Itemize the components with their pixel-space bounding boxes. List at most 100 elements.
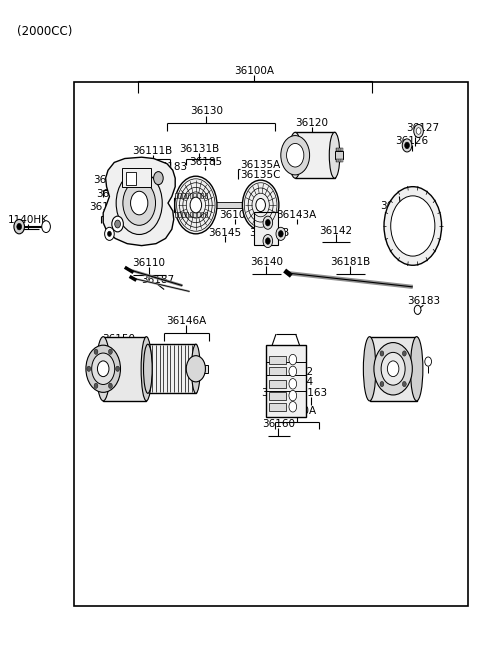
Circle shape [287, 143, 304, 167]
Circle shape [92, 353, 115, 384]
Bar [175, 193, 177, 198]
Text: 36183: 36183 [154, 162, 187, 172]
Circle shape [175, 176, 217, 234]
Circle shape [112, 216, 123, 232]
Bar [179, 193, 181, 198]
Circle shape [402, 351, 406, 356]
Bar [74, 82, 468, 606]
Circle shape [289, 390, 297, 401]
Bar [269, 356, 286, 364]
Text: 36164: 36164 [280, 377, 313, 387]
Circle shape [86, 345, 120, 392]
Text: 36100A: 36100A [234, 66, 275, 76]
Text: 36135C: 36135C [240, 170, 280, 180]
Bar [295, 132, 335, 178]
Bar [339, 148, 341, 151]
Bar [197, 193, 200, 198]
Bar [193, 193, 196, 198]
Circle shape [108, 383, 112, 388]
Circle shape [115, 220, 120, 228]
Bar [269, 367, 286, 375]
Circle shape [242, 180, 279, 230]
Bar [337, 148, 339, 151]
Bar [254, 212, 278, 245]
Text: 36142: 36142 [319, 225, 353, 236]
Circle shape [414, 305, 421, 314]
Text: 36131B: 36131B [179, 143, 219, 154]
Circle shape [154, 172, 163, 185]
Text: 36185: 36185 [189, 157, 222, 167]
Bar [190, 212, 192, 217]
Polygon shape [103, 157, 175, 246]
Text: 36131C: 36131C [381, 201, 421, 212]
Circle shape [276, 227, 286, 240]
Bar [186, 193, 188, 198]
Bar [341, 159, 343, 162]
Bar [174, 198, 208, 212]
Text: 1140HK: 1140HK [7, 215, 48, 225]
Circle shape [402, 381, 406, 386]
Bar [179, 212, 181, 217]
Text: 36102: 36102 [93, 175, 126, 185]
Bar [269, 380, 286, 388]
Text: 36139: 36139 [397, 219, 431, 229]
Circle shape [374, 343, 412, 395]
Circle shape [425, 357, 432, 366]
Bar [201, 212, 204, 217]
Circle shape [416, 128, 421, 134]
Text: 36137B: 36137B [249, 227, 289, 238]
Circle shape [108, 349, 112, 354]
Circle shape [94, 349, 98, 354]
Circle shape [116, 366, 120, 371]
Circle shape [391, 196, 435, 256]
Text: 36181B: 36181B [330, 257, 371, 267]
Text: 36155: 36155 [261, 388, 294, 398]
Text: 36150: 36150 [103, 334, 135, 345]
Bar [337, 159, 339, 162]
Circle shape [17, 223, 22, 230]
Bar [196, 365, 208, 373]
Circle shape [97, 361, 109, 377]
Bar [269, 392, 286, 400]
Bar [182, 193, 185, 198]
Circle shape [263, 234, 273, 248]
Text: 36127: 36127 [406, 122, 439, 133]
Circle shape [263, 216, 273, 229]
Bar [341, 148, 343, 151]
Text: 36130: 36130 [190, 106, 223, 117]
Circle shape [289, 354, 297, 365]
Circle shape [94, 383, 98, 388]
Circle shape [116, 172, 162, 234]
Text: 36163: 36163 [294, 388, 328, 398]
Bar [336, 159, 337, 162]
Bar [204, 193, 207, 198]
Circle shape [256, 198, 265, 212]
Circle shape [265, 219, 270, 226]
Bar [336, 148, 337, 151]
Circle shape [414, 124, 423, 138]
Ellipse shape [141, 337, 152, 401]
Circle shape [289, 379, 297, 389]
Text: 36145: 36145 [208, 227, 241, 238]
Circle shape [186, 356, 205, 382]
Text: 36117A: 36117A [121, 162, 162, 172]
Bar [266, 345, 306, 417]
Text: 36110: 36110 [132, 258, 165, 269]
Bar [193, 212, 196, 217]
Ellipse shape [410, 337, 423, 401]
Text: 36146A: 36146A [166, 316, 206, 326]
Bar [126, 172, 136, 185]
Circle shape [384, 187, 442, 265]
Text: 36187: 36187 [141, 275, 174, 286]
Text: 36183: 36183 [407, 296, 440, 307]
Circle shape [131, 191, 148, 215]
Text: 36111B: 36111B [132, 145, 173, 156]
Circle shape [87, 366, 91, 371]
Circle shape [380, 351, 384, 356]
Text: 36120: 36120 [296, 118, 328, 128]
Bar [182, 212, 185, 217]
Text: 36102: 36102 [219, 210, 252, 220]
Circle shape [123, 181, 156, 225]
Ellipse shape [363, 337, 376, 401]
Bar [186, 212, 188, 217]
